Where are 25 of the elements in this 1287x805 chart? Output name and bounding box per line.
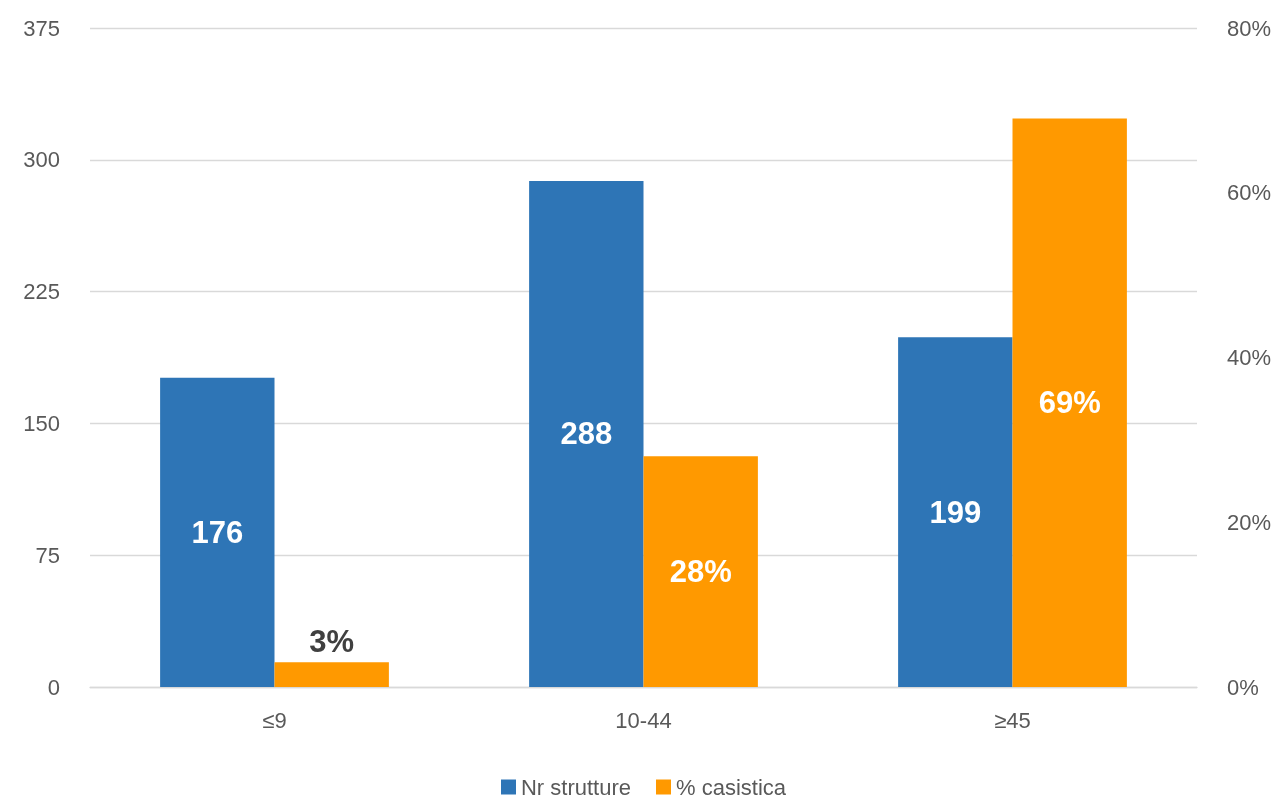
bar bbox=[529, 180, 644, 687]
bar bbox=[160, 377, 275, 687]
y2-tick-label: 80% bbox=[1227, 15, 1272, 41]
data-label: 28% bbox=[669, 554, 732, 590]
data-label: 69% bbox=[1038, 385, 1101, 421]
data-label: 3% bbox=[309, 624, 355, 660]
x-tick-label: 10-44 bbox=[615, 707, 672, 733]
y2-tick-label: 20% bbox=[1227, 509, 1272, 535]
x-tick-label: ≤9 bbox=[262, 707, 287, 733]
legend-label: % casistica bbox=[675, 774, 787, 800]
data-label: 288 bbox=[560, 416, 613, 452]
y-tick-label: 225 bbox=[23, 279, 60, 305]
legend-label: Nr strutture bbox=[520, 774, 631, 800]
y-tick-label: 0 bbox=[47, 674, 60, 700]
bar bbox=[274, 662, 389, 687]
y-tick-label: 300 bbox=[23, 147, 60, 173]
data-label: 199 bbox=[929, 494, 982, 530]
y-tick-label: 150 bbox=[23, 410, 60, 436]
x-tick-label: ≥45 bbox=[994, 707, 1031, 733]
data-label: 176 bbox=[191, 514, 244, 550]
y-tick-label: 75 bbox=[35, 542, 60, 568]
y-tick-label: 375 bbox=[23, 15, 60, 41]
y2-tick-label: 0% bbox=[1227, 674, 1259, 700]
y2-tick-label: 60% bbox=[1227, 180, 1272, 206]
y2-tick-label: 40% bbox=[1227, 345, 1272, 370]
